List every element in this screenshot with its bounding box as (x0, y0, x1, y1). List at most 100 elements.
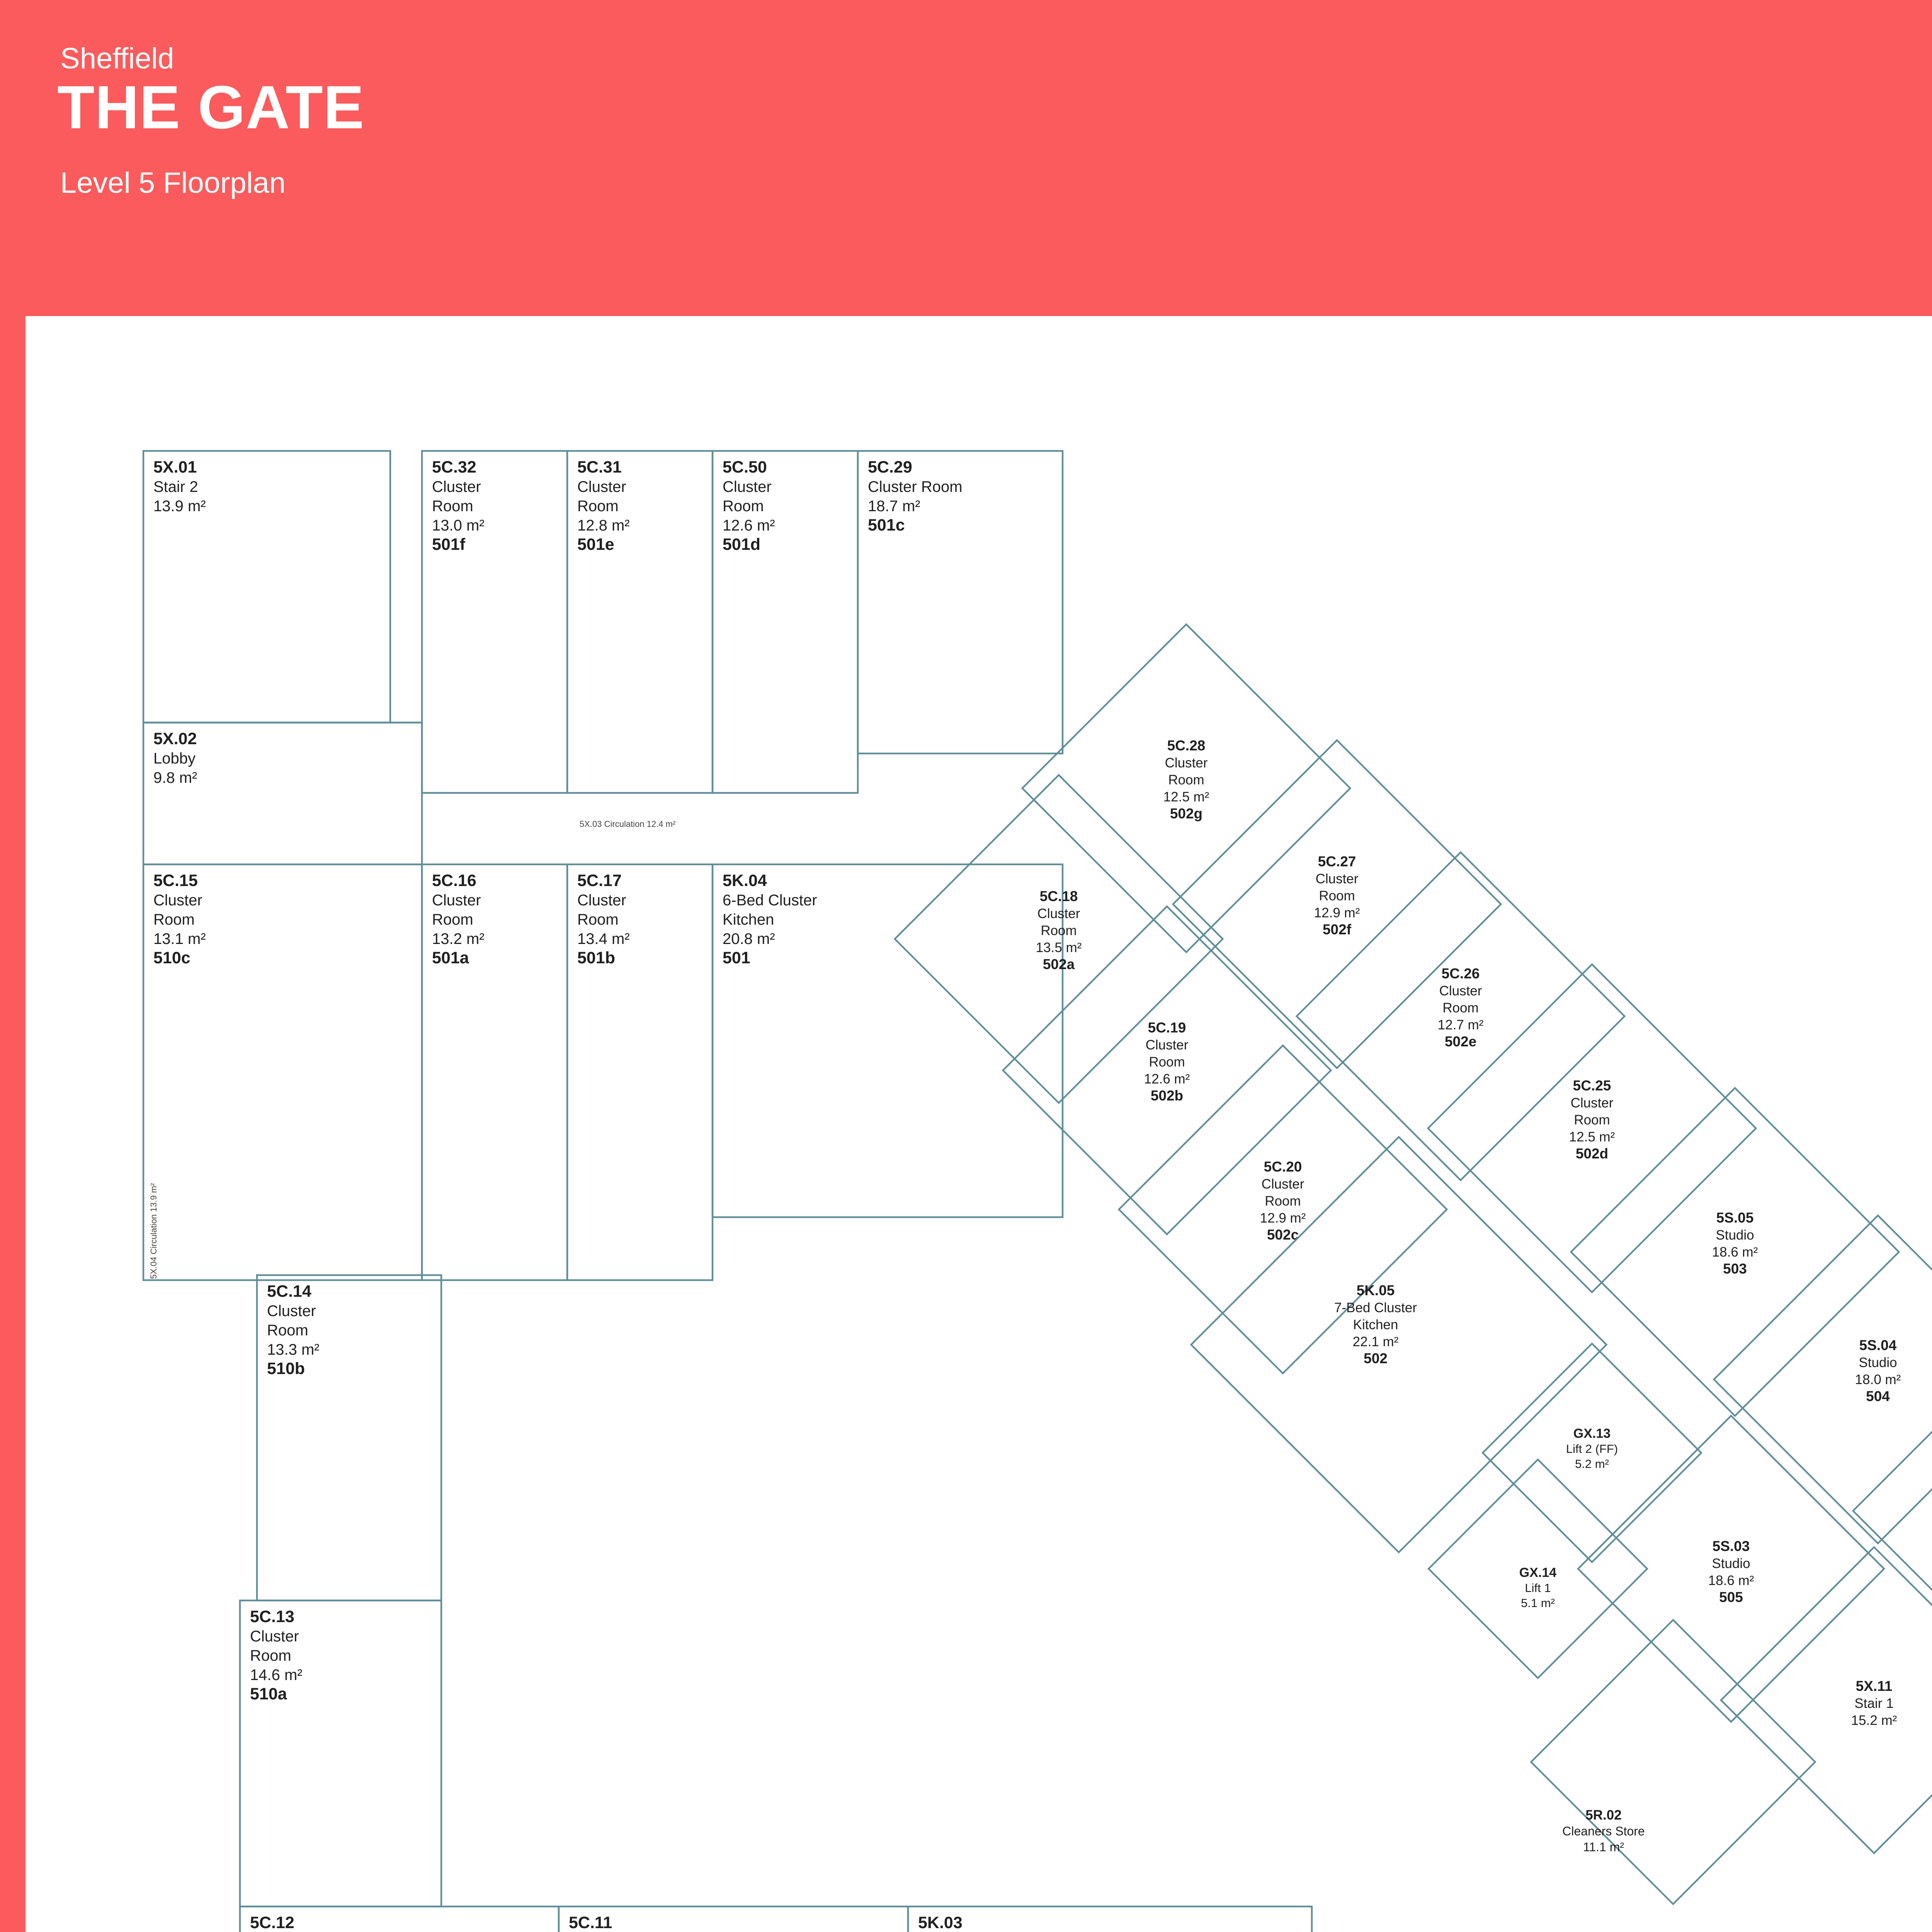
svg-text:Cluster Room: Cluster Room (868, 478, 963, 495)
svg-text:12.5 m²: 12.5 m² (1163, 789, 1209, 804)
svg-text:Room: Room (1442, 1000, 1478, 1015)
svg-text:Cluster: Cluster (432, 892, 481, 909)
svg-text:18.7 m²: 18.7 m² (868, 498, 920, 515)
svg-text:502f: 502f (1323, 922, 1352, 937)
svg-text:502c: 502c (1267, 1227, 1299, 1243)
svg-text:5X.02: 5X.02 (153, 730, 197, 748)
svg-text:502d: 502d (1576, 1146, 1608, 1162)
svg-text:510c: 510c (153, 949, 190, 967)
svg-text:18.6 m²: 18.6 m² (1708, 1573, 1754, 1588)
svg-text:Room: Room (267, 1322, 308, 1339)
svg-text:501c: 501c (868, 516, 905, 534)
svg-text:502a: 502a (1043, 956, 1075, 972)
svg-text:510a: 510a (250, 1685, 287, 1703)
svg-text:5C.32: 5C.32 (432, 458, 476, 476)
svg-text:5C.11: 5C.11 (569, 1913, 612, 1932)
svg-text:Cleaners Store: Cleaners Store (1562, 1824, 1645, 1838)
svg-text:502e: 502e (1445, 1034, 1476, 1049)
svg-text:501f: 501f (432, 535, 466, 554)
svg-text:22.1 m²: 22.1 m² (1353, 1334, 1399, 1349)
svg-text:5C.29: 5C.29 (868, 458, 912, 476)
svg-text:501d: 501d (723, 535, 760, 554)
svg-text:Stair 1: Stair 1 (1854, 1696, 1893, 1711)
svg-text:Cluster: Cluster (250, 1628, 299, 1645)
svg-text:Lift 1: Lift 1 (1525, 1581, 1551, 1595)
svg-text:501: 501 (723, 949, 750, 967)
svg-text:12.9 m²: 12.9 m² (1314, 905, 1360, 920)
svg-text:5C.13: 5C.13 (250, 1607, 294, 1626)
svg-text:14.6 m²: 14.6 m² (250, 1667, 303, 1684)
svg-text:5C.20: 5C.20 (1264, 1159, 1302, 1175)
svg-text:Cluster: Cluster (1262, 1177, 1304, 1192)
svg-text:5C.18: 5C.18 (1040, 888, 1078, 904)
svg-text:13.4 m²: 13.4 m² (577, 930, 630, 947)
svg-text:Room: Room (1041, 923, 1077, 938)
svg-text:5C.50: 5C.50 (723, 458, 767, 476)
svg-text:18.6 m²: 18.6 m² (1712, 1245, 1758, 1260)
svg-text:Room: Room (723, 498, 764, 515)
svg-text:502g: 502g (1170, 806, 1202, 821)
svg-text:13.3 m²: 13.3 m² (267, 1341, 320, 1358)
svg-text:5X.01: 5X.01 (153, 458, 197, 476)
svg-text:5X.03 Circulation 12.4 m²: 5X.03 Circulation 12.4 m² (580, 819, 675, 829)
svg-text:Room: Room (1265, 1194, 1301, 1209)
svg-text:5C.31: 5C.31 (577, 458, 622, 476)
svg-text:Cluster: Cluster (267, 1303, 316, 1320)
svg-text:Room: Room (1168, 772, 1204, 787)
svg-text:GX.14: GX.14 (1519, 1565, 1556, 1580)
svg-text:12.6 m²: 12.6 m² (1144, 1071, 1190, 1087)
svg-text:502b: 502b (1151, 1088, 1183, 1104)
svg-text:13.2 m²: 13.2 m² (432, 930, 485, 947)
svg-text:5C.19: 5C.19 (1148, 1020, 1186, 1036)
svg-text:5C.16: 5C.16 (432, 871, 476, 890)
svg-text:12.6 m²: 12.6 m² (723, 517, 775, 534)
svg-text:5C.15: 5C.15 (153, 871, 198, 890)
svg-text:Cluster: Cluster (1165, 755, 1208, 770)
svg-text:Cluster: Cluster (577, 892, 626, 909)
svg-text:Room: Room (250, 1647, 291, 1664)
svg-text:501a: 501a (432, 949, 469, 967)
svg-text:5K.05: 5K.05 (1357, 1282, 1395, 1298)
svg-text:Cluster: Cluster (723, 478, 772, 495)
svg-text:5S.04: 5S.04 (1859, 1337, 1897, 1353)
svg-text:5C.12: 5C.12 (250, 1913, 294, 1932)
svg-text:503: 503 (1723, 1261, 1747, 1277)
svg-text:501b: 501b (577, 949, 615, 967)
svg-text:Cluster: Cluster (1571, 1095, 1614, 1111)
svg-text:Room: Room (577, 911, 619, 928)
svg-text:Cluster: Cluster (1439, 983, 1482, 998)
svg-text:5.1 m²: 5.1 m² (1521, 1596, 1555, 1610)
svg-text:5C.25: 5C.25 (1573, 1078, 1611, 1094)
svg-text:5S.05: 5S.05 (1716, 1210, 1754, 1226)
svg-text:Lobby: Lobby (153, 750, 196, 767)
svg-text:7-Bed Cluster: 7-Bed Cluster (1334, 1300, 1417, 1315)
svg-text:6-Bed Cluster: 6-Bed Cluster (723, 892, 817, 909)
svg-text:Room: Room (1149, 1054, 1185, 1070)
svg-text:GX.13: GX.13 (1573, 1426, 1611, 1441)
svg-text:504: 504 (1866, 1388, 1890, 1404)
svg-text:5C.28: 5C.28 (1167, 738, 1206, 753)
svg-text:12.7 m²: 12.7 m² (1438, 1017, 1484, 1032)
svg-text:Cluster: Cluster (153, 892, 202, 909)
svg-text:Room: Room (1319, 888, 1355, 903)
svg-text:Kitchen: Kitchen (723, 911, 774, 928)
svg-text:20.8 m²: 20.8 m² (723, 930, 775, 947)
svg-text:Kitchen: Kitchen (1353, 1317, 1398, 1332)
svg-text:13.1 m²: 13.1 m² (153, 930, 206, 947)
svg-text:505: 505 (1719, 1589, 1743, 1605)
svg-text:12.8 m²: 12.8 m² (577, 517, 630, 534)
svg-text:Room: Room (432, 498, 473, 515)
svg-text:510b: 510b (267, 1359, 305, 1378)
svg-text:501e: 501e (577, 535, 614, 554)
svg-text:Lift 2 (FF): Lift 2 (FF) (1566, 1442, 1618, 1456)
svg-text:5C.26: 5C.26 (1442, 966, 1480, 981)
svg-text:Cluster: Cluster (1146, 1037, 1189, 1053)
svg-text:5.2 m²: 5.2 m² (1575, 1457, 1609, 1471)
svg-text:Cluster: Cluster (432, 478, 481, 495)
svg-text:9.8 m²: 9.8 m² (153, 769, 197, 786)
svg-text:Studio: Studio (1712, 1556, 1750, 1571)
svg-text:5K.03: 5K.03 (918, 1913, 963, 1932)
svg-text:5S.03: 5S.03 (1713, 1538, 1750, 1554)
svg-text:18.0 m²: 18.0 m² (1855, 1372, 1901, 1387)
svg-text:13.9 m²: 13.9 m² (153, 498, 206, 515)
